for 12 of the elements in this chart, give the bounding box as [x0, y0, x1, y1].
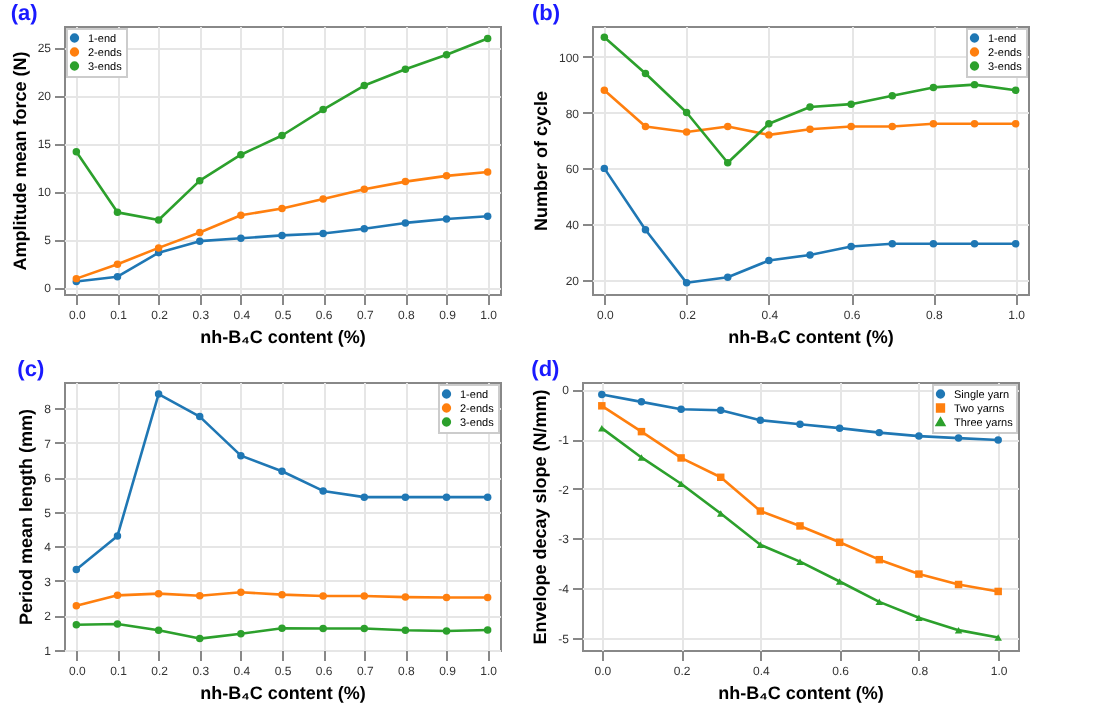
x-axis-title: nh-B₄C content (%): [718, 683, 884, 703]
x-axis-title: nh-B₄C content (%): [200, 683, 366, 703]
y-axis-title: Number of cycle: [530, 90, 551, 232]
chart-title: (c): [17, 358, 45, 382]
chart-title: (a): [10, 2, 39, 26]
chart-title: (d): [531, 358, 561, 382]
x-axis-title: nh-B₄C content (%): [728, 327, 894, 347]
y-axis-title: Amplitude mean force (N): [9, 51, 30, 271]
x-axis-title: nh-B₄C content (%): [200, 327, 366, 347]
y-axis-title: Envelope decay slope (N/mm): [530, 389, 551, 645]
chart-title: (b): [531, 2, 561, 26]
y-axis-title: Period mean length (mm): [16, 408, 37, 626]
